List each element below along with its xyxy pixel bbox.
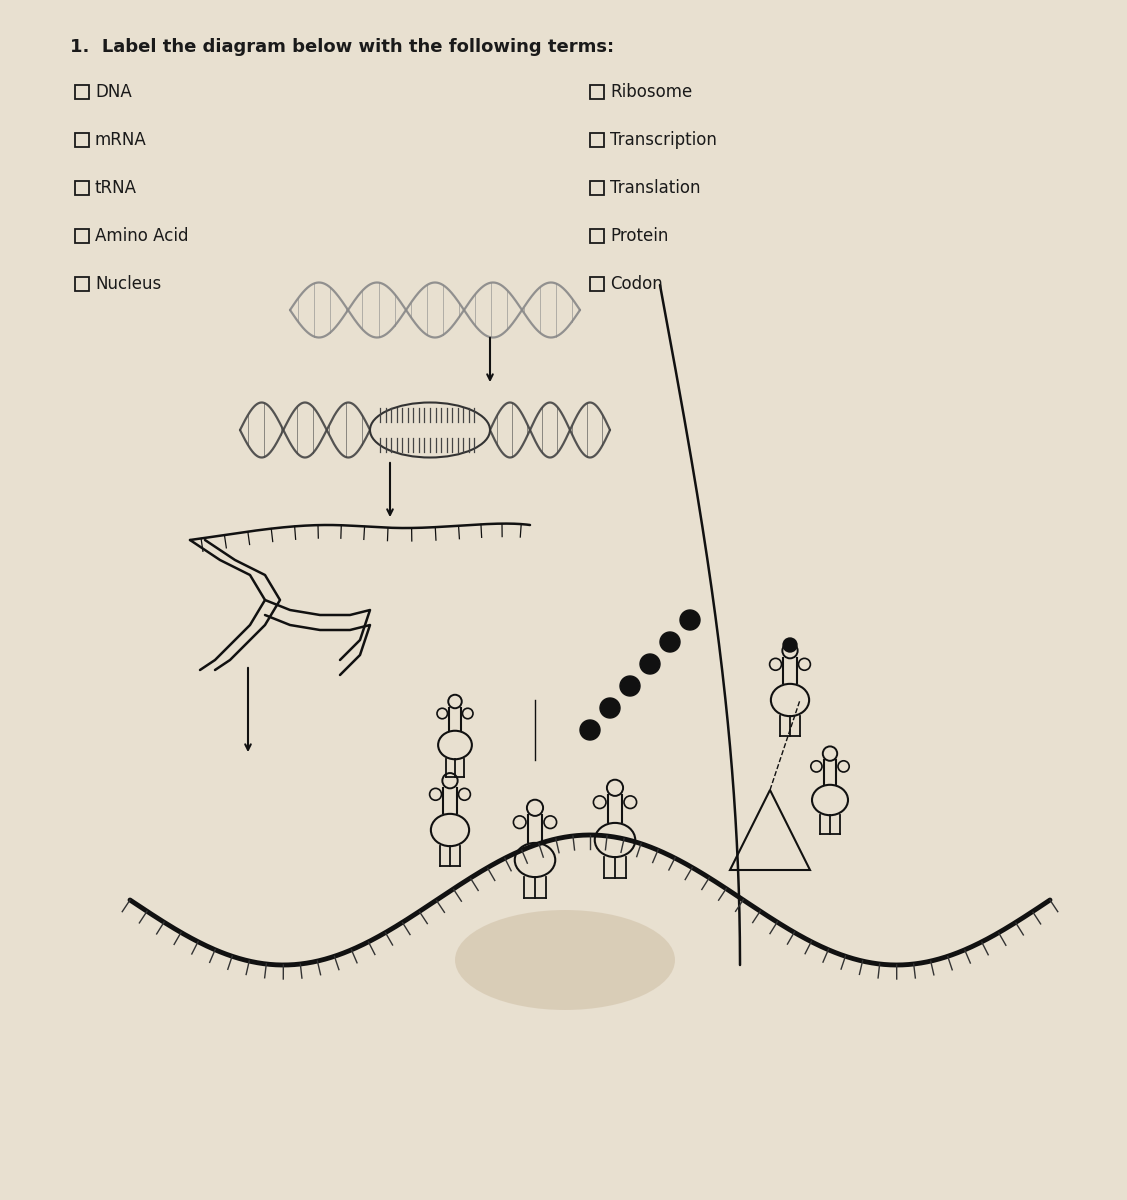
Text: Ribosome: Ribosome [610, 83, 692, 101]
Text: tRNA: tRNA [95, 179, 137, 197]
Text: Nucleus: Nucleus [95, 275, 161, 293]
Bar [76, 133, 89, 146]
Bar [591, 277, 604, 290]
Circle shape [783, 638, 797, 652]
Circle shape [660, 632, 680, 652]
Ellipse shape [455, 910, 675, 1010]
Bar [591, 181, 604, 194]
Bar [76, 181, 89, 194]
Circle shape [600, 698, 620, 718]
Text: Amino Acid: Amino Acid [95, 227, 188, 245]
Text: DNA: DNA [95, 83, 132, 101]
Text: 1.  Label the diagram below with the following terms:: 1. Label the diagram below with the foll… [70, 38, 614, 56]
Bar [76, 85, 89, 98]
Bar [591, 133, 604, 146]
Text: Codon: Codon [610, 275, 663, 293]
Circle shape [620, 676, 640, 696]
Bar [76, 277, 89, 290]
Circle shape [580, 720, 600, 740]
Circle shape [680, 610, 700, 630]
Text: Protein: Protein [610, 227, 668, 245]
Ellipse shape [370, 402, 490, 457]
Bar [76, 229, 89, 242]
Bar [591, 229, 604, 242]
Text: Translation: Translation [610, 179, 701, 197]
Circle shape [640, 654, 660, 674]
Text: Transcription: Transcription [610, 131, 717, 149]
Text: mRNA: mRNA [95, 131, 147, 149]
Bar [591, 85, 604, 98]
